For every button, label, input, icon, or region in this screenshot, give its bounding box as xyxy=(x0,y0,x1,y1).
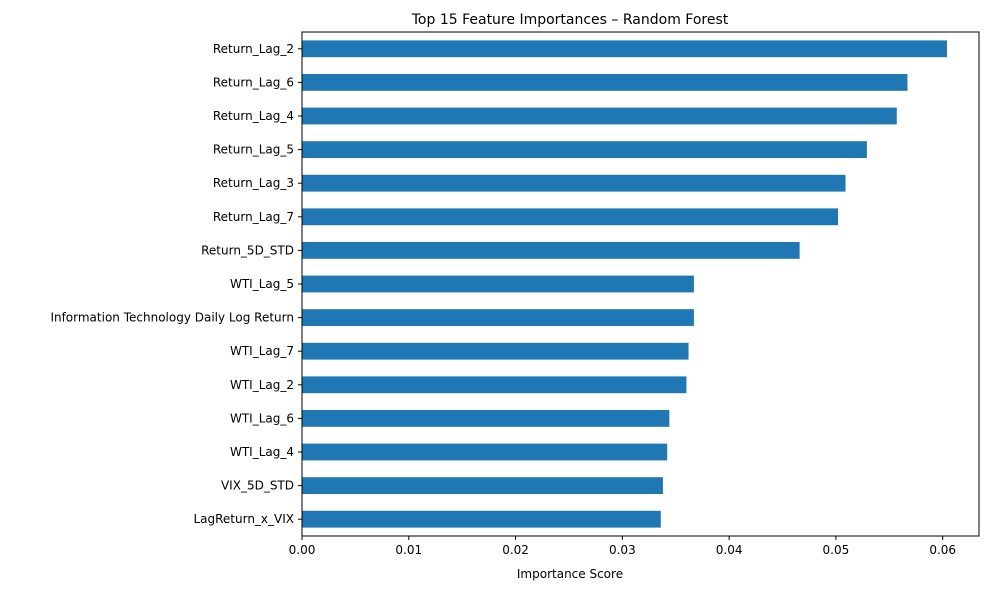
x-tick-label: 0.00 xyxy=(289,543,316,557)
y-tick-label: Return_Lag_3 xyxy=(213,176,294,190)
bar-3 xyxy=(302,141,867,158)
y-tick-label: WTI_Lag_6 xyxy=(230,411,294,425)
y-tick-label: VIX_5D_STD xyxy=(221,479,294,493)
bar-0 xyxy=(302,40,947,58)
bar-7 xyxy=(302,275,694,293)
bar-13 xyxy=(302,477,663,494)
x-tick-label: 0.04 xyxy=(716,543,743,557)
bar-2 xyxy=(302,107,897,125)
x-tick-label: 0.03 xyxy=(609,543,636,557)
bar-14 xyxy=(302,510,661,528)
y-tick-label: WTI_Lag_4 xyxy=(230,445,294,459)
x-tick-label: 0.01 xyxy=(395,543,422,557)
x-axis-ticks: 0.00 0.01 0.02 0.03 0.04 0.05 0.06 xyxy=(289,536,956,557)
bar-8 xyxy=(302,309,694,326)
plot-frame xyxy=(301,31,980,537)
chart-title: Top 15 Feature Importances – Random Fore… xyxy=(411,12,729,28)
x-tick-label: 0.05 xyxy=(823,543,850,557)
bar-11 xyxy=(302,410,670,427)
y-tick-label: Return_Lag_7 xyxy=(213,210,294,224)
y-tick-label: Return_Lag_5 xyxy=(213,143,294,157)
x-tick-label: 0.02 xyxy=(502,543,529,557)
bar-6 xyxy=(302,242,800,259)
y-tick-label: WTI_Lag_5 xyxy=(230,277,294,291)
bars-group xyxy=(302,40,947,528)
y-tick-label: Information Technology Daily Log Return xyxy=(50,311,294,325)
bar-5 xyxy=(302,208,839,226)
bar-12 xyxy=(302,443,668,461)
x-axis-title: Importance Score xyxy=(517,567,623,581)
bar-9 xyxy=(302,342,689,360)
bar-1 xyxy=(302,74,908,91)
y-tick-label: Return_Lag_4 xyxy=(213,109,294,123)
y-tick-label: Return_Lag_6 xyxy=(213,75,294,89)
bar-4 xyxy=(302,174,846,192)
y-tick-label: WTI_Lag_7 xyxy=(230,344,294,358)
bar-10 xyxy=(302,376,687,394)
y-axis-ticks: Return_Lag_2 Return_Lag_6 Return_Lag_4 Retu… xyxy=(50,42,302,526)
y-tick-label: Return_5D_STD xyxy=(201,243,294,257)
y-tick-label: WTI_Lag_2 xyxy=(230,378,294,392)
y-tick-label: LagReturn_x_VIX xyxy=(193,512,294,526)
x-tick-label: 0.06 xyxy=(929,543,956,557)
y-tick-label: Return_Lag_2 xyxy=(213,42,294,56)
